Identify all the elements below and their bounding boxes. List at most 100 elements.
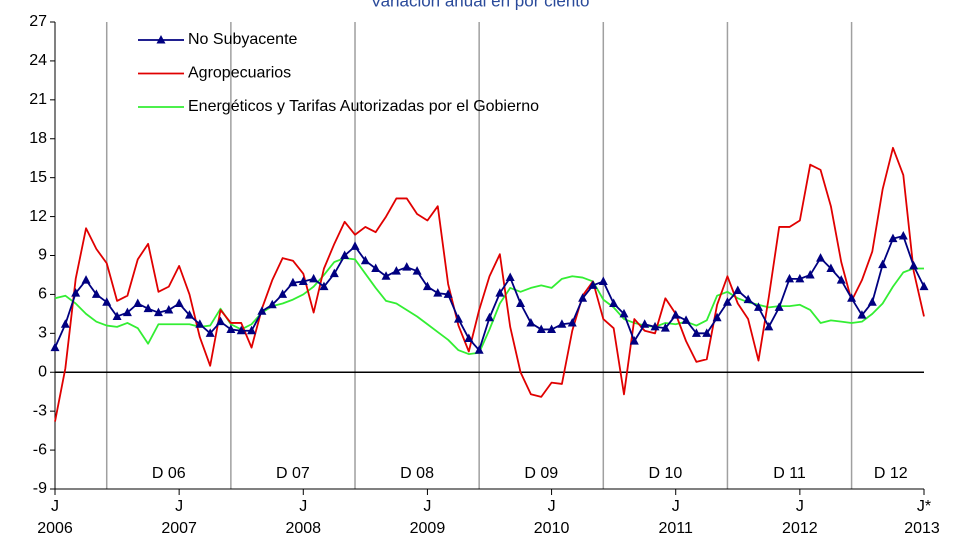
series-marker (557, 319, 567, 328)
series-line (54, 146, 925, 422)
series-marker (753, 302, 763, 311)
series-marker (909, 260, 919, 270)
y-tick-label: 0 (38, 363, 47, 380)
series-marker (598, 276, 608, 285)
series-marker (247, 325, 257, 335)
series-marker (526, 317, 536, 327)
legend-label: No Subyacente (188, 31, 298, 48)
series-marker (122, 307, 132, 317)
series-marker (112, 311, 122, 320)
x-year-label: 2008 (285, 520, 321, 537)
series-marker (50, 342, 60, 352)
x-year-label: 2007 (161, 520, 197, 537)
series-marker (267, 299, 277, 309)
series-marker (164, 304, 174, 314)
period-label: D 07 (276, 465, 310, 482)
x-tick-label: J (175, 498, 183, 515)
series-marker (81, 275, 91, 284)
series-marker (578, 293, 588, 302)
series-marker (485, 312, 494, 322)
series-marker (60, 319, 70, 328)
x-tick-label: J (672, 498, 680, 515)
series-marker (184, 310, 194, 319)
y-tick-label: 3 (38, 325, 47, 342)
series-marker (857, 310, 867, 319)
series-marker (826, 263, 836, 272)
y-tick-label: 6 (38, 286, 47, 303)
series-marker (505, 272, 515, 282)
series-marker (702, 328, 712, 337)
series-marker (102, 297, 112, 306)
x-tick-label: J* (917, 498, 931, 515)
series-marker (371, 263, 381, 272)
period-label: D 06 (152, 465, 186, 482)
x-tick-label: J (548, 498, 556, 515)
series-marker (681, 315, 691, 324)
series-marker (412, 266, 422, 275)
series-marker (257, 306, 267, 315)
series-marker (588, 280, 598, 289)
series-marker (867, 297, 877, 306)
series-marker (433, 288, 443, 297)
series-marker (360, 255, 370, 265)
x-tick-label: J (299, 498, 307, 515)
series-marker (640, 319, 650, 328)
y-tick-label: -6 (33, 441, 47, 458)
x-year-label: 2012 (782, 520, 818, 537)
y-tick-label: -3 (33, 402, 47, 419)
series-marker (391, 266, 401, 275)
series-marker (816, 253, 826, 262)
series-marker (805, 269, 815, 279)
series-marker (453, 314, 463, 323)
series-marker (464, 333, 474, 343)
series-marker (381, 271, 391, 280)
series-marker (712, 312, 722, 322)
y-tick-label: 12 (29, 208, 47, 225)
series-marker (567, 317, 577, 327)
x-year-label: 2011 (659, 520, 694, 537)
series-marker (91, 289, 101, 298)
series-marker (174, 298, 184, 307)
series-marker (795, 273, 805, 283)
series-marker (329, 268, 339, 278)
legend-label: Agropecuarios (188, 65, 291, 82)
series-marker (402, 262, 412, 271)
series-marker (650, 321, 660, 331)
period-label: D 10 (648, 465, 682, 482)
x-year-label: 2010 (534, 520, 570, 537)
series-marker (319, 281, 329, 291)
series-marker (226, 324, 236, 333)
x-tick-label: J (423, 498, 431, 515)
series-marker (785, 273, 795, 283)
y-tick-label: 18 (29, 130, 47, 147)
series-marker (722, 297, 732, 306)
period-label: D 11 (773, 465, 806, 482)
y-tick-label: 9 (38, 247, 47, 264)
series-marker (547, 324, 557, 333)
series-marker (195, 319, 205, 328)
y-tick-label: -9 (33, 480, 47, 497)
series-marker (878, 259, 888, 269)
series-marker (309, 273, 319, 283)
series-marker (733, 285, 743, 295)
series-marker (629, 336, 639, 345)
series-marker (71, 288, 81, 297)
series-marker (236, 325, 246, 335)
series-marker (495, 288, 505, 297)
series-marker (847, 293, 857, 302)
series-marker (764, 321, 774, 331)
x-year-label: 2006 (37, 520, 73, 537)
period-label: D 12 (874, 465, 908, 482)
series-marker (205, 328, 215, 337)
x-year-label: 2013 (904, 520, 940, 537)
period-label: D 09 (524, 465, 558, 482)
series-line (54, 257, 924, 355)
period-label: D 08 (400, 465, 434, 482)
series-marker (350, 241, 360, 250)
series-marker (143, 303, 153, 313)
y-tick-label: 21 (29, 91, 47, 108)
x-year-label: 2009 (410, 520, 446, 537)
series-marker (443, 289, 453, 298)
chart-title: Variación anual en por ciento (371, 0, 590, 10)
